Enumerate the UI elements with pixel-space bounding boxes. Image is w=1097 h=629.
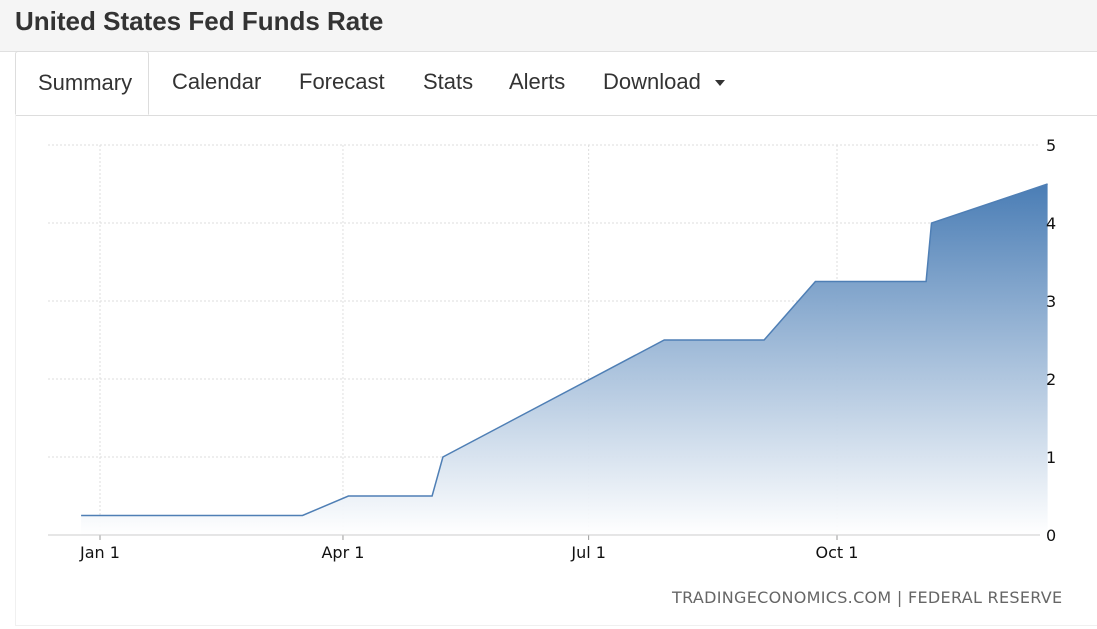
caret-down-icon bbox=[714, 80, 725, 87]
tab-summary[interactable]: Summary bbox=[15, 51, 150, 115]
series-line bbox=[81, 183, 1048, 517]
tab-alerts[interactable]: Alerts bbox=[509, 51, 565, 115]
tab-calendar-label: Calendar bbox=[172, 69, 262, 94]
y-tick-label: 1 bbox=[1046, 448, 1056, 467]
source-credit[interactable]: TRADINGECONOMICS.COM | FEDERAL RESERVE bbox=[672, 588, 1063, 607]
tab-forecast[interactable]: Forecast bbox=[299, 51, 385, 115]
series-area-fill bbox=[81, 184, 1048, 535]
title-bar: United States Fed Funds Rate bbox=[0, 0, 1097, 52]
x-tick-label: Jul 1 bbox=[570, 543, 606, 562]
y-tick-label: 5 bbox=[1046, 136, 1056, 155]
y-tick-label: 0 bbox=[1046, 526, 1056, 545]
chart-container bbox=[15, 115, 1097, 626]
area-series bbox=[81, 183, 1048, 535]
x-tick-label: Apr 1 bbox=[321, 543, 364, 562]
page-title: United States Fed Funds Rate bbox=[15, 6, 384, 36]
tab-download[interactable]: Download bbox=[603, 51, 725, 115]
x-tick-label: Jan 1 bbox=[79, 543, 120, 562]
y-tick-label: 2 bbox=[1046, 370, 1056, 389]
tab-download-label: Download bbox=[603, 69, 701, 94]
axes: 0 1 2 3 4 5 Jan 1 Apr 1 Jul 1 Oct 1 bbox=[48, 136, 1056, 562]
tab-stats-label: Stats bbox=[423, 69, 474, 94]
y-tick-label: 4 bbox=[1046, 214, 1056, 233]
y-tick-label: 3 bbox=[1046, 292, 1056, 311]
tab-stats[interactable]: Stats bbox=[423, 51, 473, 115]
tab-alerts-label: Alerts bbox=[509, 69, 566, 94]
tab-summary-label: Summary bbox=[38, 70, 133, 95]
tab-calendar[interactable]: Calendar bbox=[172, 51, 261, 115]
tab-forecast-label: Forecast bbox=[299, 69, 385, 94]
x-tick-label: Oct 1 bbox=[816, 543, 859, 562]
tab-bar: Summary Calendar Forecast Stats Alerts D… bbox=[15, 51, 1097, 116]
